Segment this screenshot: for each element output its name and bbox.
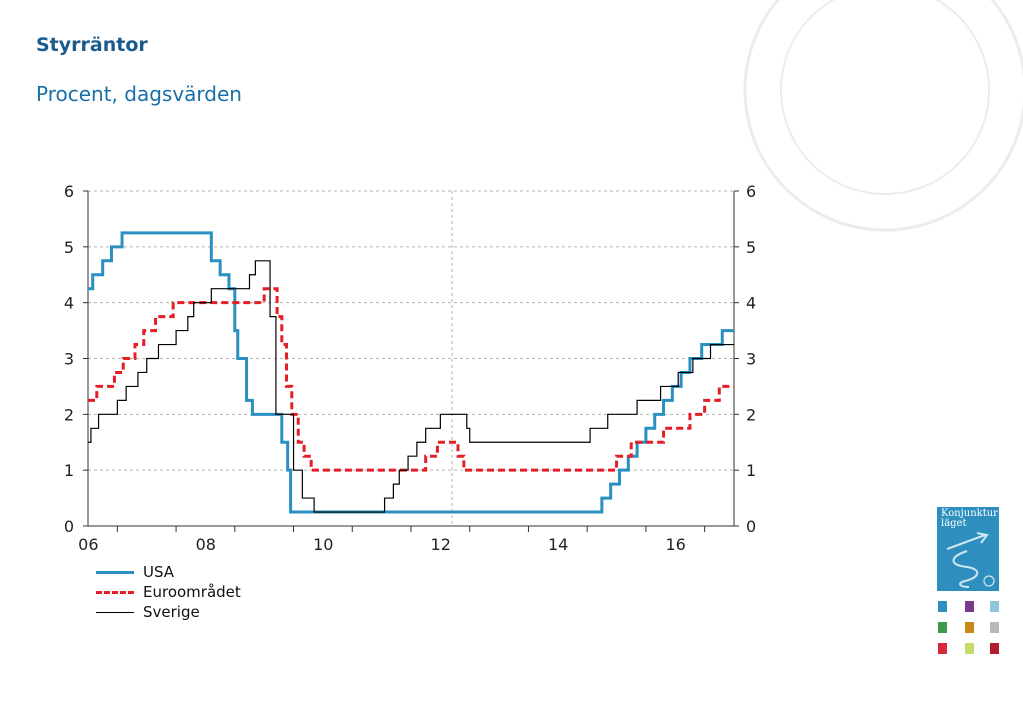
- legend-swatch-euro: [96, 590, 134, 594]
- xtick-label: 16: [665, 535, 685, 554]
- institute-seal-watermark: [743, 0, 1023, 232]
- thumb-7: [938, 643, 947, 654]
- ytick-label-left: 1: [64, 461, 74, 480]
- tick-labels: 0 01 12 23 34 45 56 606 08 10 12 14 16: [64, 182, 756, 554]
- ytick-label-left: 5: [64, 238, 74, 257]
- legend-label-euro: Euroområdet: [143, 583, 241, 601]
- logo-line1: Konjunktur: [941, 508, 998, 519]
- legend-label-usa: USA: [143, 563, 175, 581]
- ytick-label-left: 4: [64, 294, 74, 313]
- chart-subtitle: Procent, dagsvärden: [36, 82, 242, 106]
- thumb-1: [938, 601, 947, 612]
- xtick-label: 06: [78, 535, 98, 554]
- thumb-2: [965, 601, 974, 612]
- legend-item-sverige: Sverige: [96, 602, 241, 622]
- ytick-label-left: 3: [64, 350, 74, 369]
- logo-text: Konjunktur läget: [941, 509, 998, 529]
- thumb-6: [990, 622, 999, 633]
- axes: [83, 190, 739, 532]
- thumb-5: [965, 622, 974, 633]
- thumb-4: [938, 622, 947, 633]
- legend-item-euro: Euroområdet: [96, 582, 241, 602]
- legend-label-sverige: Sverige: [143, 603, 200, 621]
- legend-swatch-sverige: [96, 611, 134, 613]
- chart-title: Styrräntor: [36, 34, 148, 56]
- xtick-label: 10: [313, 535, 333, 554]
- logo-swirl-icon: [946, 532, 995, 588]
- konjunkturlaget-logo: Konjunktur läget: [937, 507, 999, 591]
- thumb-9: [990, 643, 999, 654]
- logo-line2: läget: [941, 518, 967, 529]
- series-line-usa: [88, 231, 734, 514]
- legend-swatch-usa: [96, 570, 134, 574]
- legend-item-usa: USA: [96, 562, 241, 582]
- series-line-euroområdet: [88, 287, 734, 472]
- ytick-label-right: 0: [746, 517, 756, 536]
- series-lines: [88, 231, 734, 514]
- thumb-3: [990, 601, 999, 612]
- xtick-label: 08: [196, 535, 216, 554]
- ytick-label-right: 3: [746, 350, 756, 369]
- ytick-label-right: 6: [746, 182, 756, 201]
- ytick-label-right: 5: [746, 238, 756, 257]
- thumb-8: [965, 643, 974, 654]
- ytick-label-left: 0: [64, 517, 74, 536]
- ytick-label-right: 4: [746, 294, 756, 313]
- series-line-sverige: [88, 260, 734, 513]
- ytick-label-right: 2: [746, 405, 756, 424]
- xtick-label: 14: [548, 535, 568, 554]
- gridlines: [88, 190, 734, 526]
- ytick-label-right: 1: [746, 461, 756, 480]
- chart-legend: USA Euroområdet Sverige: [96, 562, 241, 622]
- xtick-label: 12: [431, 535, 451, 554]
- ytick-label-left: 6: [64, 182, 74, 201]
- ytick-label-left: 2: [64, 405, 74, 424]
